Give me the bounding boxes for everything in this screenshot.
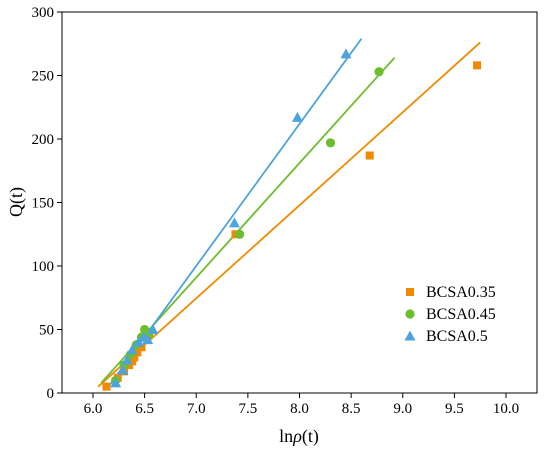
legend-marker	[405, 309, 415, 319]
data-point	[325, 138, 336, 148]
data-point	[137, 343, 146, 352]
y-tick-label: 100	[32, 259, 55, 275]
data-point	[142, 334, 154, 345]
data-point	[110, 377, 122, 388]
data-point	[340, 48, 352, 59]
data-point	[291, 111, 303, 122]
data-point	[117, 364, 129, 375]
data-point	[102, 382, 111, 391]
data-point	[365, 151, 374, 160]
data-point	[473, 61, 482, 70]
y-tick-label: 250	[32, 69, 55, 85]
y-tick-label: 50	[39, 323, 54, 339]
legend: BCSA0.35 BCSA0.45 BCSA0.5	[404, 284, 496, 345]
legend-label: BCSA0.35	[426, 284, 496, 301]
x-tick-label: 8.0	[290, 401, 309, 417]
data-points	[102, 48, 482, 391]
data-point	[121, 354, 133, 365]
x-tick-label: 10.0	[493, 401, 519, 417]
data-point	[147, 324, 159, 334]
x-axis-title: lnρ(t)	[279, 426, 319, 447]
fit-lines	[97, 38, 481, 388]
x-tick-label: 7.0	[187, 401, 206, 417]
x-tick-label: 6.5	[135, 401, 154, 417]
fit-line	[97, 41, 481, 388]
data-point	[235, 229, 245, 239]
data-point	[130, 353, 139, 362]
x-tick-label: 9.0	[393, 401, 412, 417]
x-axis-ticks: 6.0 6.5 7.0 7.5 8.0 8.5 9.0 9.5 10.0	[84, 393, 519, 417]
y-tick-label: 200	[32, 132, 55, 148]
data-point	[133, 348, 142, 357]
data-point	[132, 336, 144, 347]
x-tick-label: 6.0	[84, 401, 103, 417]
data-point	[228, 217, 240, 228]
x-tick-label: 8.5	[342, 401, 361, 417]
y-tick-label: 150	[32, 196, 55, 212]
y-tick-label: 0	[47, 386, 55, 402]
legend-label: BCSA0.5	[426, 328, 488, 345]
y-axis-title: Q(t)	[6, 187, 27, 217]
legend-marker	[406, 288, 414, 296]
x-tick-label: 9.5	[445, 401, 464, 417]
x-tick-label: 7.5	[238, 401, 257, 417]
data-point	[374, 67, 384, 77]
y-tick-label: 300	[32, 5, 55, 21]
legend-label: BCSA0.45	[426, 306, 496, 323]
legend-marker	[404, 330, 416, 341]
data-point	[126, 344, 138, 355]
y-axis-ticks: 0 50 100 150 200 250 300	[32, 5, 62, 402]
